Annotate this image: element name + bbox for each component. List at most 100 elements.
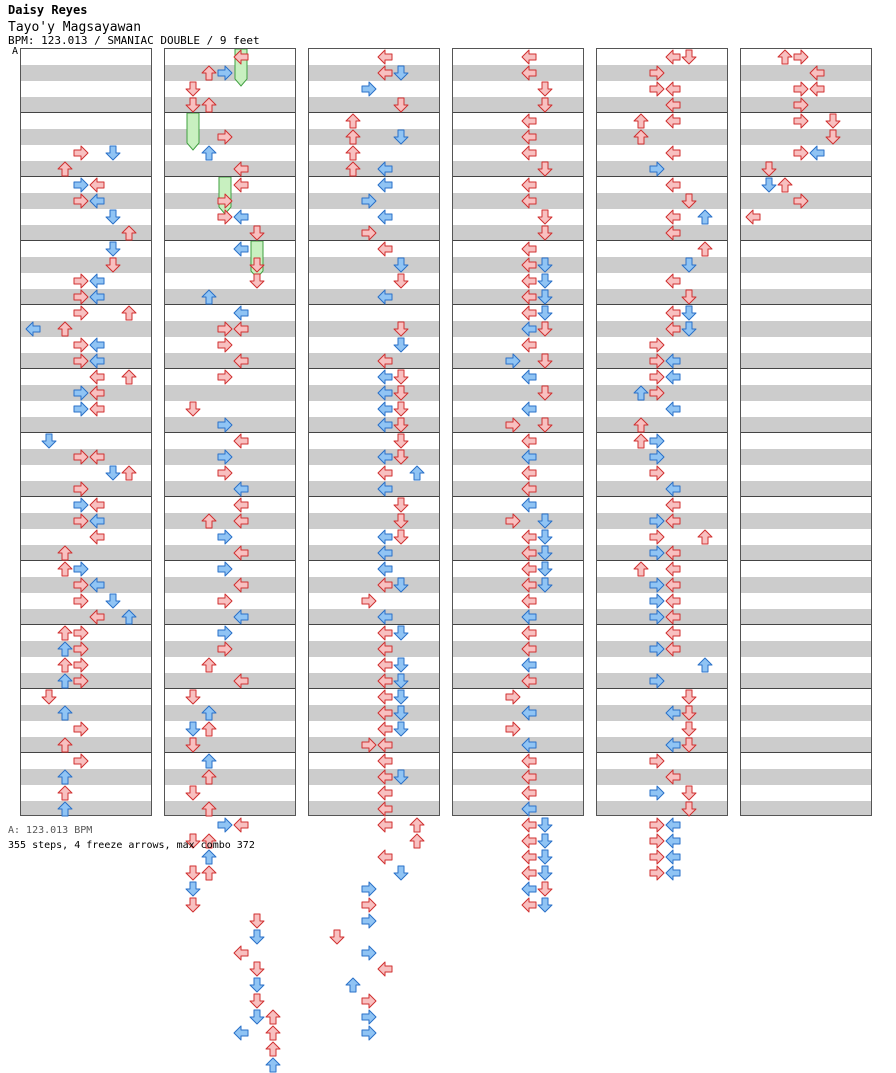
step-arrow-up [697,657,713,673]
measure-line [453,752,583,753]
step-arrow-down [393,129,409,145]
measure-line [453,496,583,497]
step-arrow-right [649,609,665,625]
step-arrow-left [665,769,681,785]
step-arrow-up [201,833,217,849]
step-arrow-down [537,209,553,225]
step-arrow-up [633,417,649,433]
step-arrow-down [537,545,553,561]
step-arrow-left [665,113,681,129]
step-arrow-down [185,81,201,97]
step-arrow-up [201,145,217,161]
step-arrow-left [665,401,681,417]
step-arrow-down [393,65,409,81]
step-arrow-down [393,865,409,881]
step-arrow-left [89,289,105,305]
step-arrow-down [185,721,201,737]
step-arrow-down [393,513,409,529]
step-arrow-down [681,737,697,753]
step-arrow-down [393,673,409,689]
chart-meta: BPM: 123.013 / SMANIAC DOUBLE / 9 feet [8,34,260,47]
step-arrow-right [217,129,233,145]
step-arrow-right [793,113,809,129]
measure-line [741,240,871,241]
step-arrow-left [521,593,537,609]
step-arrow-right [793,49,809,65]
measure-line [309,496,439,497]
step-arrow-down [537,97,553,113]
bpm-marker-label: A [12,46,19,57]
step-arrow-left [521,801,537,817]
step-arrow-right [361,225,377,241]
step-arrow-right [649,865,665,881]
step-arrow-left [521,257,537,273]
step-arrow-left [521,545,537,561]
step-arrow-left [665,49,681,65]
step-arrow-down [249,961,265,977]
step-arrow-left [377,289,393,305]
measure-line [597,496,727,497]
step-arrow-down [825,113,841,129]
step-arrow-up [633,433,649,449]
step-arrow-down [393,705,409,721]
step-arrow-right [73,177,89,193]
step-arrow-left [233,161,249,177]
step-arrow-up [201,705,217,721]
step-arrow-left [233,305,249,321]
step-arrow-right [73,673,89,689]
step-arrow-down [249,993,265,1009]
measure-line [309,624,439,625]
step-arrow-left [521,481,537,497]
step-arrow-down [537,321,553,337]
step-arrow-left [233,241,249,257]
step-arrow-left [377,177,393,193]
measure-line [21,752,151,753]
step-arrow-down [681,689,697,705]
step-arrow-left [521,577,537,593]
step-arrow-left [89,449,105,465]
step-arrow-up [121,305,137,321]
measure-line [309,560,439,561]
step-arrow-down [393,321,409,337]
step-arrow-up [697,529,713,545]
step-arrow-up [201,849,217,865]
measure-line [165,496,295,497]
step-arrow-left [233,609,249,625]
step-arrow-left [377,385,393,401]
step-arrow-left [377,65,393,81]
measure-line [165,304,295,305]
step-arrow-down [537,897,553,913]
step-arrow-down [537,289,553,305]
step-arrow-left [89,577,105,593]
step-arrow-down [185,737,201,753]
measure-line [741,432,871,433]
measure-line [165,752,295,753]
step-arrow-down [249,1009,265,1025]
step-arrow-right [649,337,665,353]
step-arrow-down [185,689,201,705]
step-arrow-down [41,433,57,449]
step-arrow-up [345,977,361,993]
measure-line [597,752,727,753]
step-arrow-right [217,369,233,385]
measure-line [453,176,583,177]
step-arrow-up [409,833,425,849]
step-arrow-left [89,193,105,209]
step-arrow-right [217,625,233,641]
step-arrow-left [521,705,537,721]
step-arrow-left [377,705,393,721]
step-arrow-right [649,849,665,865]
measure-line [597,112,727,113]
step-arrow-left [233,177,249,193]
step-arrow-down [249,257,265,273]
step-arrow-up [57,785,73,801]
step-arrow-right [361,81,377,97]
measure-line [741,368,871,369]
step-arrow-left [233,497,249,513]
step-arrow-left [665,705,681,721]
step-arrow-right [649,81,665,97]
measure-line [741,112,871,113]
measure-line [309,240,439,241]
step-arrow-down [537,817,553,833]
chart-column-3 [308,48,440,1041]
